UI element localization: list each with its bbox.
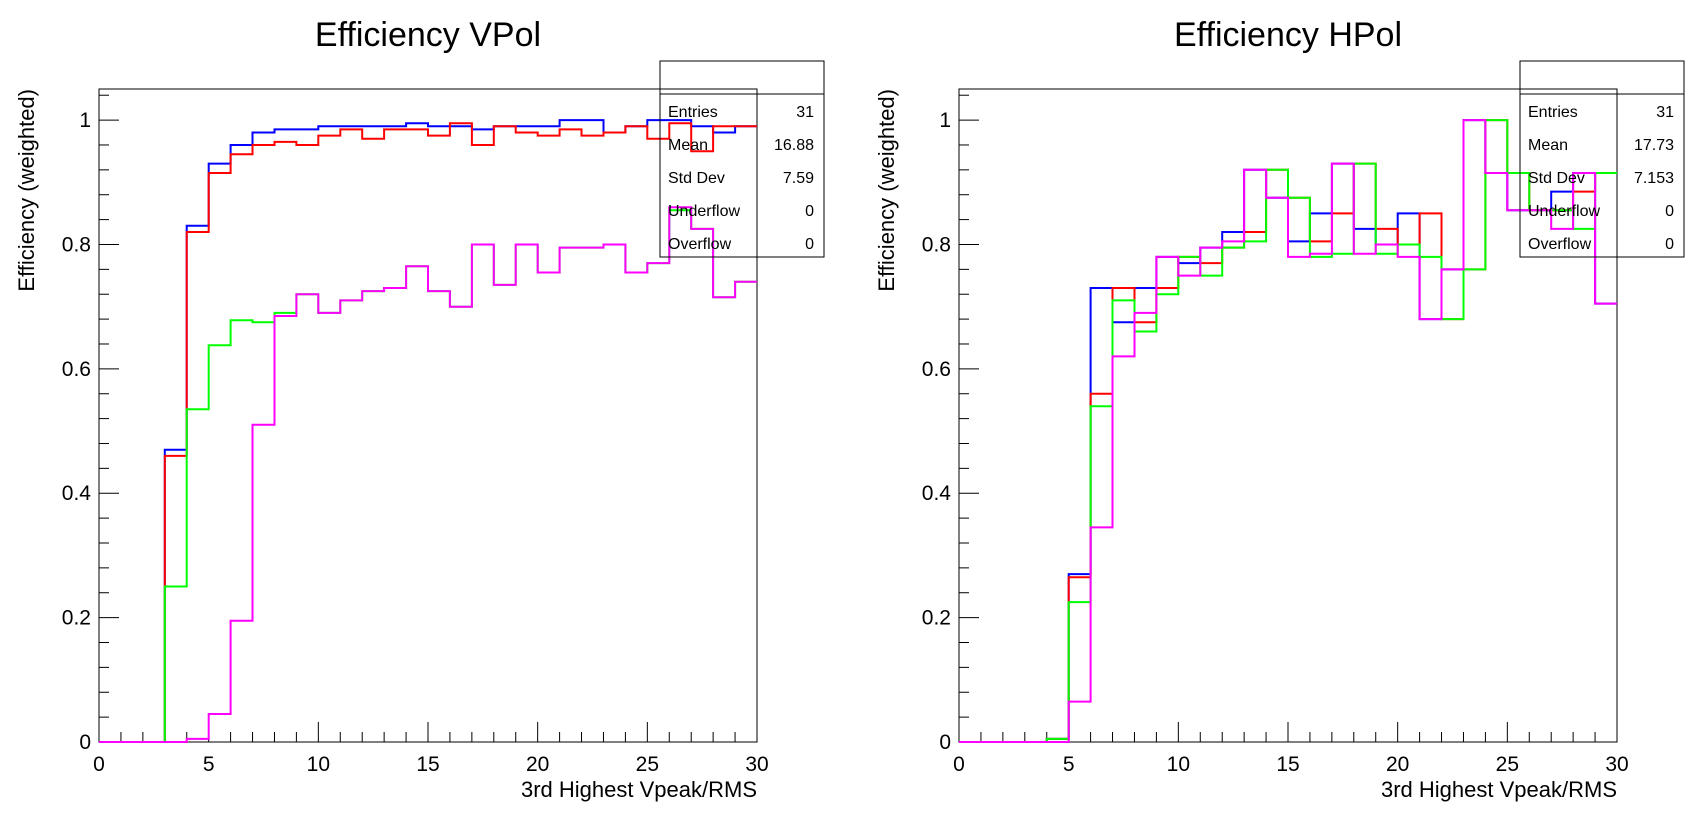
stats-row-label: Mean bbox=[668, 137, 708, 154]
stats-box bbox=[1519, 60, 1685, 258]
stats-row-value: 31 bbox=[1656, 104, 1674, 121]
stats-row-value: 17.73 bbox=[1634, 137, 1674, 154]
stats-row-label: Std Dev bbox=[668, 170, 725, 187]
stats-row-label: Entries bbox=[1528, 104, 1578, 121]
stats-row-value: 0 bbox=[1665, 203, 1674, 220]
stats-row-label: Mean bbox=[1528, 137, 1568, 154]
x-axis-label: 3rd Highest Vpeak/RMS bbox=[521, 777, 757, 802]
x-tick-label: 0 bbox=[93, 753, 105, 776]
x-tick-label: 20 bbox=[526, 753, 549, 776]
y-axis-label: Efficiency (weighted) bbox=[14, 89, 39, 292]
y-tick-label: 0.2 bbox=[62, 607, 91, 630]
x-tick-label: 25 bbox=[636, 753, 659, 776]
stats-row-value: 7.59 bbox=[783, 170, 814, 187]
plot-frame bbox=[98, 88, 758, 743]
y-tick-label: 1 bbox=[939, 109, 951, 132]
stats-row-value: 0 bbox=[805, 236, 814, 253]
x-tick-label: 30 bbox=[1605, 753, 1628, 776]
histogram-series-1 bbox=[99, 122, 757, 743]
y-tick-label: 0.4 bbox=[62, 482, 92, 505]
histogram-series-0 bbox=[99, 119, 757, 743]
stats-row-label: Underflow bbox=[668, 203, 740, 220]
histogram-series-3 bbox=[99, 206, 757, 743]
y-axis-label: Efficiency (weighted) bbox=[874, 89, 899, 292]
y-tick-label: 0.8 bbox=[62, 233, 91, 256]
stats-box bbox=[659, 60, 825, 258]
stats-row-label: Overflow bbox=[1528, 236, 1592, 253]
stats-row-label: Entries bbox=[668, 104, 718, 121]
x-tick-label: 15 bbox=[416, 753, 439, 776]
y-tick-label: 0.2 bbox=[922, 607, 951, 630]
x-tick-label: 10 bbox=[1167, 753, 1190, 776]
x-tick-label: 15 bbox=[1276, 753, 1299, 776]
stats-row-label: Std Dev bbox=[1528, 170, 1585, 187]
y-tick-label: 0 bbox=[939, 731, 951, 754]
y-tick-label: 0.8 bbox=[922, 233, 951, 256]
chart-title: Efficiency HPol bbox=[1174, 16, 1402, 54]
x-axis-label: 3rd Highest Vpeak/RMS bbox=[1381, 777, 1617, 802]
x-tick-label: 0 bbox=[953, 753, 965, 776]
stats-row-value: 0 bbox=[1665, 236, 1674, 253]
stats-row-label: Overflow bbox=[668, 236, 732, 253]
stats-row-value: 31 bbox=[796, 104, 814, 121]
histogram-series-3 bbox=[959, 119, 1617, 743]
y-tick-label: 0 bbox=[79, 731, 91, 754]
x-tick-label: 25 bbox=[1496, 753, 1519, 776]
stats-row-label: Underflow bbox=[1528, 203, 1600, 220]
y-tick-label: 1 bbox=[79, 109, 91, 132]
x-tick-label: 20 bbox=[1386, 753, 1409, 776]
x-tick-label: 5 bbox=[203, 753, 215, 776]
stats-row-value: 7.153 bbox=[1634, 170, 1674, 187]
stats-row-value: 16.88 bbox=[774, 137, 814, 154]
chart-title: Efficiency VPol bbox=[315, 16, 541, 54]
x-tick-label: 10 bbox=[307, 753, 330, 776]
histogram-series-2 bbox=[959, 119, 1617, 743]
x-tick-label: 30 bbox=[745, 753, 768, 776]
stats-row-value: 0 bbox=[805, 203, 814, 220]
y-tick-label: 0.6 bbox=[62, 358, 91, 381]
y-tick-label: 0.4 bbox=[922, 482, 952, 505]
y-tick-label: 0.6 bbox=[922, 358, 951, 381]
x-tick-label: 5 bbox=[1063, 753, 1075, 776]
